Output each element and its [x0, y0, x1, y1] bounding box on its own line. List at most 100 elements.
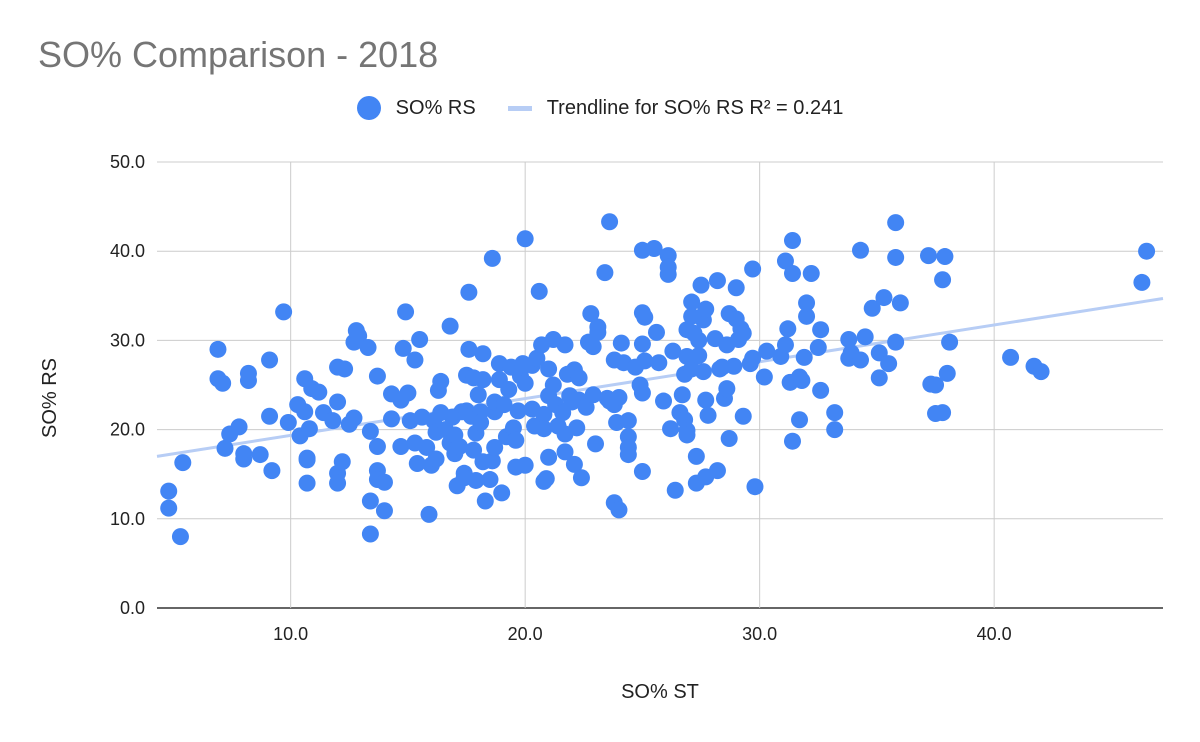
data-point[interactable]: [420, 505, 438, 523]
data-point[interactable]: [239, 364, 257, 382]
data-point[interactable]: [350, 327, 368, 345]
data-point[interactable]: [1032, 363, 1050, 381]
data-point[interactable]: [481, 471, 499, 489]
data-point[interactable]: [174, 454, 192, 472]
data-point[interactable]: [472, 413, 490, 431]
data-point[interactable]: [300, 420, 318, 438]
data-point[interactable]: [582, 305, 600, 323]
data-point[interactable]: [516, 230, 534, 248]
data-point[interactable]: [779, 320, 797, 338]
data-point[interactable]: [263, 462, 281, 480]
data-point[interactable]: [798, 307, 816, 325]
data-point[interactable]: [840, 331, 858, 349]
data-point[interactable]: [216, 439, 234, 457]
data-point[interactable]: [544, 376, 562, 394]
data-point[interactable]: [783, 432, 801, 450]
data-point[interactable]: [336, 360, 354, 378]
data-point[interactable]: [572, 469, 590, 487]
data-point[interactable]: [359, 339, 377, 357]
data-point[interactable]: [645, 240, 663, 258]
data-point[interactable]: [397, 303, 415, 321]
data-point[interactable]: [647, 323, 665, 341]
data-point[interactable]: [809, 339, 827, 357]
data-point[interactable]: [486, 438, 504, 456]
data-point[interactable]: [746, 478, 764, 496]
data-point[interactable]: [556, 443, 574, 461]
data-point[interactable]: [725, 357, 743, 375]
data-point[interactable]: [406, 351, 424, 369]
data-point[interactable]: [469, 386, 487, 404]
data-point[interactable]: [744, 349, 762, 367]
data-point[interactable]: [261, 407, 279, 425]
data-point[interactable]: [570, 369, 588, 387]
data-point[interactable]: [720, 430, 738, 448]
data-point[interactable]: [537, 470, 555, 488]
data-point[interactable]: [690, 331, 708, 349]
data-point[interactable]: [584, 338, 602, 356]
data-point[interactable]: [678, 426, 696, 444]
data-point[interactable]: [727, 279, 745, 297]
data-point[interactable]: [938, 364, 956, 382]
data-point[interactable]: [418, 438, 436, 456]
data-point[interactable]: [887, 333, 905, 351]
data-point[interactable]: [230, 418, 248, 436]
data-point[interactable]: [528, 349, 546, 367]
data-point[interactable]: [793, 372, 811, 390]
data-point[interactable]: [345, 409, 363, 427]
data-point[interactable]: [535, 420, 553, 438]
data-point[interactable]: [516, 456, 534, 474]
data-point[interactable]: [694, 363, 712, 381]
data-point[interactable]: [863, 299, 881, 317]
data-point[interactable]: [1002, 348, 1020, 366]
data-point[interactable]: [375, 502, 393, 520]
data-point[interactable]: [708, 462, 726, 480]
data-point[interactable]: [666, 481, 684, 499]
data-point[interactable]: [209, 340, 227, 358]
data-point[interactable]: [474, 345, 492, 363]
data-point[interactable]: [791, 411, 809, 429]
data-point[interactable]: [934, 271, 952, 289]
data-point[interactable]: [633, 463, 651, 481]
data-point[interactable]: [699, 406, 717, 424]
data-point[interactable]: [755, 368, 773, 386]
data-point[interactable]: [382, 410, 400, 428]
data-point[interactable]: [493, 484, 511, 502]
data-point[interactable]: [310, 383, 328, 401]
data-point[interactable]: [650, 354, 668, 372]
data-point[interactable]: [411, 331, 429, 349]
data-point[interactable]: [584, 386, 602, 404]
data-point[interactable]: [934, 404, 952, 422]
data-point[interactable]: [568, 419, 586, 437]
data-point[interactable]: [783, 231, 801, 249]
data-point[interactable]: [891, 294, 909, 312]
data-point[interactable]: [851, 241, 869, 259]
data-point[interactable]: [619, 446, 637, 464]
data-point[interactable]: [633, 384, 651, 402]
data-point[interactable]: [708, 272, 726, 290]
data-point[interactable]: [812, 321, 830, 339]
data-point[interactable]: [432, 372, 450, 390]
data-point[interactable]: [535, 405, 553, 423]
data-point[interactable]: [856, 328, 874, 346]
data-point[interactable]: [683, 293, 701, 311]
data-point[interactable]: [812, 381, 830, 399]
data-point[interactable]: [516, 374, 534, 392]
data-point[interactable]: [697, 300, 715, 318]
data-point[interactable]: [375, 473, 393, 491]
data-point[interactable]: [235, 445, 253, 463]
data-point[interactable]: [474, 371, 492, 389]
data-point[interactable]: [826, 404, 844, 422]
data-point[interactable]: [298, 474, 316, 492]
data-point[interactable]: [587, 435, 605, 453]
data-point[interactable]: [251, 446, 269, 464]
data-point[interactable]: [298, 449, 316, 467]
data-point[interactable]: [460, 340, 478, 358]
data-point[interactable]: [329, 393, 347, 411]
data-point[interactable]: [927, 376, 945, 394]
data-point[interactable]: [659, 265, 677, 283]
data-point[interactable]: [261, 351, 279, 369]
data-point[interactable]: [465, 441, 483, 459]
data-point[interactable]: [1133, 273, 1151, 291]
data-point[interactable]: [427, 450, 445, 468]
data-point[interactable]: [776, 336, 794, 354]
